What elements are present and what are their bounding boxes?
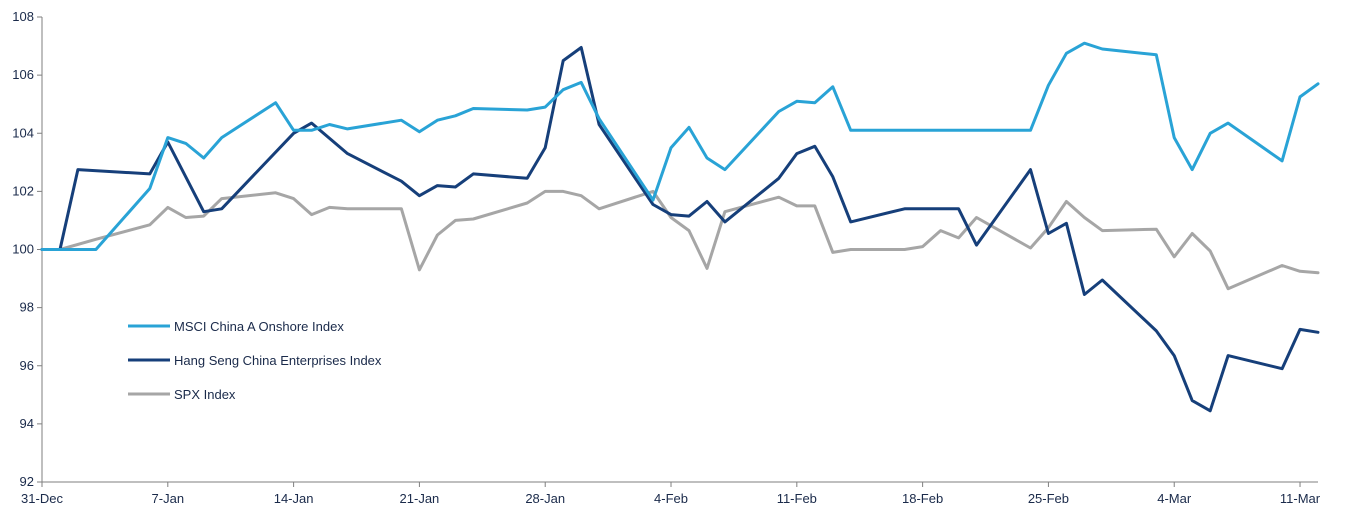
y-tick-label: 100	[12, 242, 34, 257]
series-lines	[40, 41, 1320, 413]
x-tick-label: 11-Mar	[1280, 491, 1321, 506]
x-tick-label: 4-Feb	[654, 491, 688, 506]
y-tick-label: 106	[12, 67, 34, 82]
y-tick-label: 104	[12, 125, 34, 140]
x-tick-label: 25-Feb	[1028, 491, 1069, 506]
y-tick-label: 94	[20, 416, 34, 431]
series-line-spx-index	[40, 189, 1320, 291]
x-tick-label: 14-Jan	[274, 491, 314, 506]
x-tick-label: 7-Jan	[152, 491, 185, 506]
series-line-hang-seng-china-enterprises-index	[40, 46, 1320, 413]
legend-label-msci-china-a-onshore-index: MSCI China A Onshore Index	[174, 319, 344, 334]
legend: MSCI China A Onshore Index Hang Seng Chin…	[128, 319, 382, 402]
y-tick-label: 108	[12, 9, 34, 24]
x-tick-label: 18-Feb	[902, 491, 943, 506]
legend-label-hang-seng-china-enterprises-index: Hang Seng China Enterprises Index	[174, 353, 382, 368]
legend-label-spx-index: SPX Index	[174, 387, 236, 402]
x-tick-label: 4-Mar	[1157, 491, 1192, 506]
x-tick-label: 21-Jan	[400, 491, 440, 506]
y-tick-label: 98	[20, 300, 34, 315]
x-tick-label: 11-Feb	[777, 491, 817, 506]
x-tick-label: 28-Jan	[525, 491, 565, 506]
x-axis-ticks: 31-Dec 7-Jan 14-Jan 21-Jan 28-Jan 4-Feb 11-Feb…	[21, 482, 1321, 506]
x-tick-label: 31-Dec	[21, 491, 63, 506]
y-tick-label: 102	[12, 183, 34, 198]
y-axis-ticks: 92 94 96 98 100 102 104 106 108	[12, 9, 42, 489]
y-tick-label: 96	[20, 358, 34, 373]
y-tick-label: 92	[20, 474, 34, 489]
series-line-msci-china-a-onshore-index	[40, 41, 1320, 251]
axes	[41, 17, 1318, 483]
